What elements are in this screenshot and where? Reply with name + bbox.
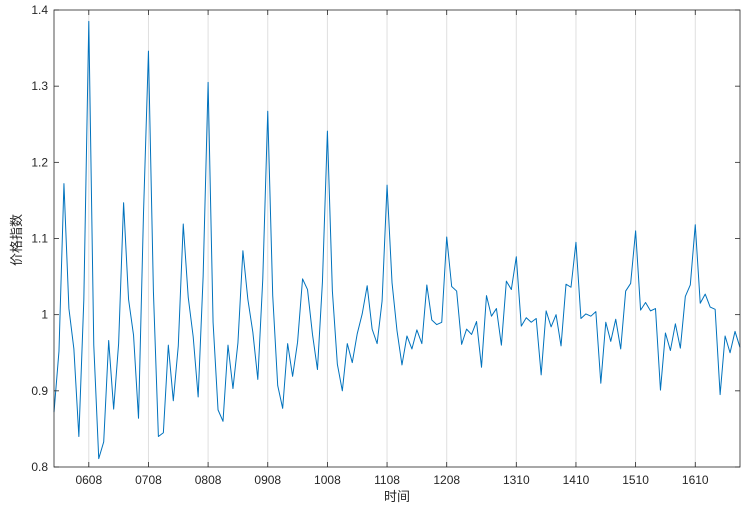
x-tick-label: 1008 bbox=[314, 473, 341, 487]
x-axis: 0608 0708 0808 0908 1008 1108 1208 1310 1410 1510… bbox=[75, 10, 709, 487]
x-tick-label: 1310 bbox=[503, 473, 530, 487]
x-tick-label: 1108 bbox=[374, 473, 400, 487]
x-tick-label: 1610 bbox=[682, 473, 709, 487]
x-tick-label: 0608 bbox=[75, 473, 102, 487]
x-axis-label: 时间 bbox=[384, 490, 410, 505]
y-tick-label: 0.9 bbox=[31, 384, 48, 398]
y-axis: 0.8 0.9 1 1.1 1.2 1.3 1.4 bbox=[31, 3, 740, 474]
x-tick-label: 0808 bbox=[195, 473, 222, 487]
y-tick-label: 0.8 bbox=[31, 460, 48, 474]
x-tick-label: 1208 bbox=[433, 473, 460, 487]
x-tick-label: 0908 bbox=[254, 473, 281, 487]
plot-area bbox=[54, 10, 740, 467]
series-layer bbox=[53, 20, 741, 460]
y-tick-label: 1 bbox=[41, 308, 48, 322]
series-line-0 bbox=[53, 20, 741, 460]
y-tick-label: 1.4 bbox=[31, 3, 48, 17]
x-tick-label: 0708 bbox=[135, 473, 162, 487]
x-tick-label: 1410 bbox=[563, 473, 590, 487]
y-tick-label: 1.1 bbox=[31, 232, 48, 246]
x-tick-label: 1510 bbox=[622, 473, 649, 487]
y-tick-label: 1.2 bbox=[31, 155, 48, 169]
y-axis-label: 价格指数 bbox=[9, 214, 25, 266]
y-tick-label: 1.3 bbox=[31, 79, 48, 93]
